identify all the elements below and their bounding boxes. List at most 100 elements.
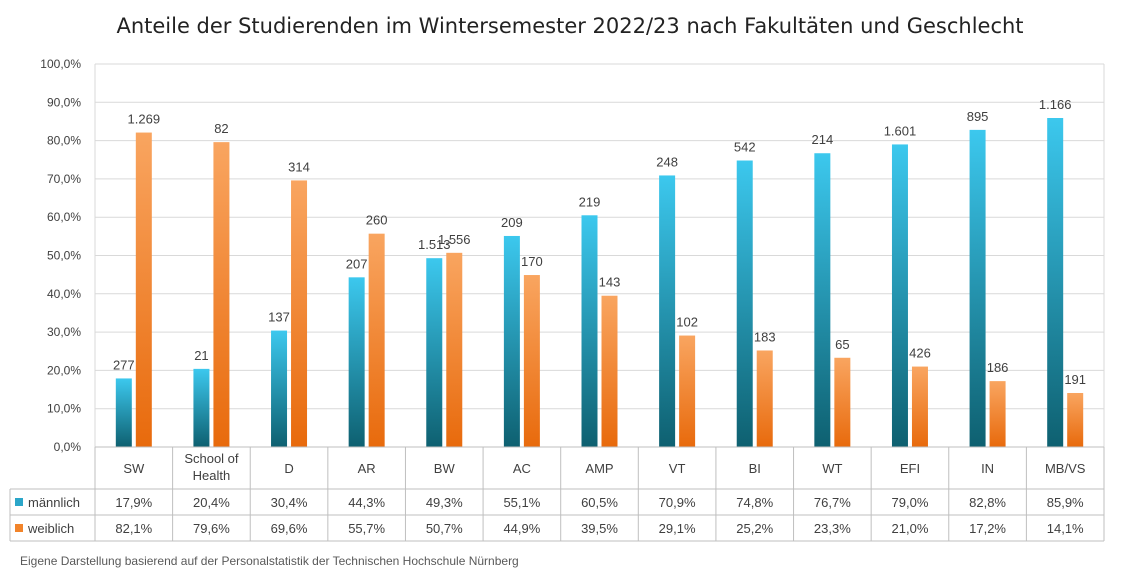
- bar-count-label: 248: [656, 154, 678, 169]
- bar-count-label: 102: [676, 315, 698, 330]
- table-value: 29,1%: [659, 521, 696, 536]
- bar-weiblich: [1067, 392, 1084, 447]
- source-note: Eigene Darstellung basierend auf der Per…: [20, 554, 519, 568]
- bar-weiblich: [911, 366, 928, 447]
- legend-key-weiblich: [15, 524, 23, 532]
- y-tick-label: 0,0%: [54, 440, 82, 454]
- bar-maennlich: [736, 160, 753, 448]
- bar-count-label: 1.166: [1039, 97, 1072, 112]
- bar-count-label: 277: [113, 357, 135, 372]
- y-tick-label: 60,0%: [47, 210, 81, 224]
- table-value: 82,8%: [969, 495, 1006, 510]
- table-value: 50,7%: [426, 521, 463, 536]
- bar-weiblich: [135, 132, 152, 447]
- bar-group: 277 21 137 207 1.513 209 219 248 542 214 1.601 895 1…: [113, 97, 1086, 448]
- bar-count-label: 65: [835, 337, 849, 352]
- table-value: 55,7%: [348, 521, 385, 536]
- bar-maennlich: [891, 144, 908, 447]
- category-label: School of: [184, 451, 239, 466]
- y-tick-label: 10,0%: [47, 402, 81, 416]
- category-label: BI: [749, 461, 761, 476]
- table-value: 39,5%: [581, 521, 618, 536]
- category-label: D: [284, 461, 293, 476]
- bar-count-label: 1.513: [418, 237, 451, 252]
- bar-count-label: 426: [909, 346, 931, 361]
- y-tick-label: 30,0%: [47, 325, 81, 339]
- bar-count-label: 314: [288, 159, 310, 174]
- bar-weiblich: [291, 180, 308, 447]
- table-value: 74,8%: [736, 495, 773, 510]
- bar-count-label: 1.269: [128, 112, 161, 127]
- bar-count-label: 143: [599, 275, 621, 290]
- y-tick-label: 40,0%: [47, 287, 81, 301]
- table-value: 69,6%: [271, 521, 308, 536]
- bar-maennlich: [193, 368, 210, 447]
- y-tick-label: 20,0%: [47, 363, 81, 377]
- category-label: AMP: [585, 461, 613, 476]
- bar-count-label: 209: [501, 215, 523, 230]
- y-tick-label: 70,0%: [47, 172, 81, 186]
- bar-maennlich: [659, 175, 676, 447]
- bar-maennlich: [969, 129, 986, 447]
- table-value: 82,1%: [115, 521, 152, 536]
- bar-maennlich: [426, 258, 443, 447]
- category-label: BW: [434, 461, 456, 476]
- bar-count-label: 183: [754, 329, 776, 344]
- bar-maennlich: [115, 378, 132, 447]
- table-value: 25,2%: [736, 521, 773, 536]
- bar-count-label: 137: [268, 310, 290, 325]
- category-label: VT: [669, 461, 686, 476]
- bar-count-label: 21: [194, 348, 208, 363]
- table-value: 79,0%: [892, 495, 929, 510]
- bar-weiblich: [368, 233, 385, 447]
- bar-count-label: 1.601: [884, 123, 917, 138]
- bar-count-label: 191: [1064, 372, 1086, 387]
- table-value: 44,3%: [348, 495, 385, 510]
- table-value: 49,3%: [426, 495, 463, 510]
- data-table: SW School of Health D AR BW AC AMP VT BI WT EFI IN MB…: [9, 446, 1105, 542]
- bar-count-label: 542: [734, 140, 756, 155]
- legend-label: weiblich: [27, 521, 74, 536]
- y-tick-label: 90,0%: [47, 95, 81, 109]
- table-value: 20,4%: [193, 495, 230, 510]
- category-label: EFI: [900, 461, 920, 476]
- y-tick-label: 80,0%: [47, 134, 81, 148]
- y-tick-label: 100,0%: [40, 57, 81, 71]
- bar-maennlich: [814, 153, 831, 447]
- chart-title: Anteile der Studierenden im Wintersemest…: [116, 14, 1024, 38]
- table-value: 17,9%: [115, 495, 152, 510]
- table-value: 14,1%: [1047, 521, 1084, 536]
- legend-label: männlich: [28, 495, 80, 510]
- y-axis: 0,0% 10,0% 20,0% 30,0% 40,0% 50,0% 60,0% 70,0% 8…: [40, 57, 81, 454]
- table-value: 17,2%: [969, 521, 1006, 536]
- table-value: 79,6%: [193, 521, 230, 536]
- y-tick-label: 50,0%: [47, 249, 81, 263]
- bar-weiblich: [523, 275, 540, 447]
- table-value: 55,1%: [503, 495, 540, 510]
- table-value: 23,3%: [814, 521, 851, 536]
- category-label: AR: [358, 461, 376, 476]
- bar-count-label: 214: [811, 132, 833, 147]
- table-value: 70,9%: [659, 495, 696, 510]
- category-label: IN: [981, 461, 994, 476]
- bar-maennlich: [348, 277, 365, 447]
- bar-weiblich: [834, 357, 851, 447]
- bar-weiblich: [446, 252, 463, 447]
- table-value: 21,0%: [892, 521, 929, 536]
- category-label: WT: [822, 461, 842, 476]
- category-label: MB/VS: [1045, 461, 1086, 476]
- bar-weiblich: [756, 350, 773, 447]
- table-value: 30,4%: [271, 495, 308, 510]
- table-value: 85,9%: [1047, 495, 1084, 510]
- bar-count-label: 895: [967, 109, 989, 124]
- bar-count-label: 219: [579, 194, 601, 209]
- bar-count-label: 260: [366, 213, 388, 228]
- bar-weiblich: [213, 142, 230, 447]
- category-label: SW: [123, 461, 145, 476]
- bar-maennlich: [581, 215, 598, 447]
- gridlines: [94, 63, 1105, 448]
- bar-count-label: 186: [987, 360, 1009, 375]
- table-value: 76,7%: [814, 495, 851, 510]
- bar-maennlich: [1047, 118, 1064, 448]
